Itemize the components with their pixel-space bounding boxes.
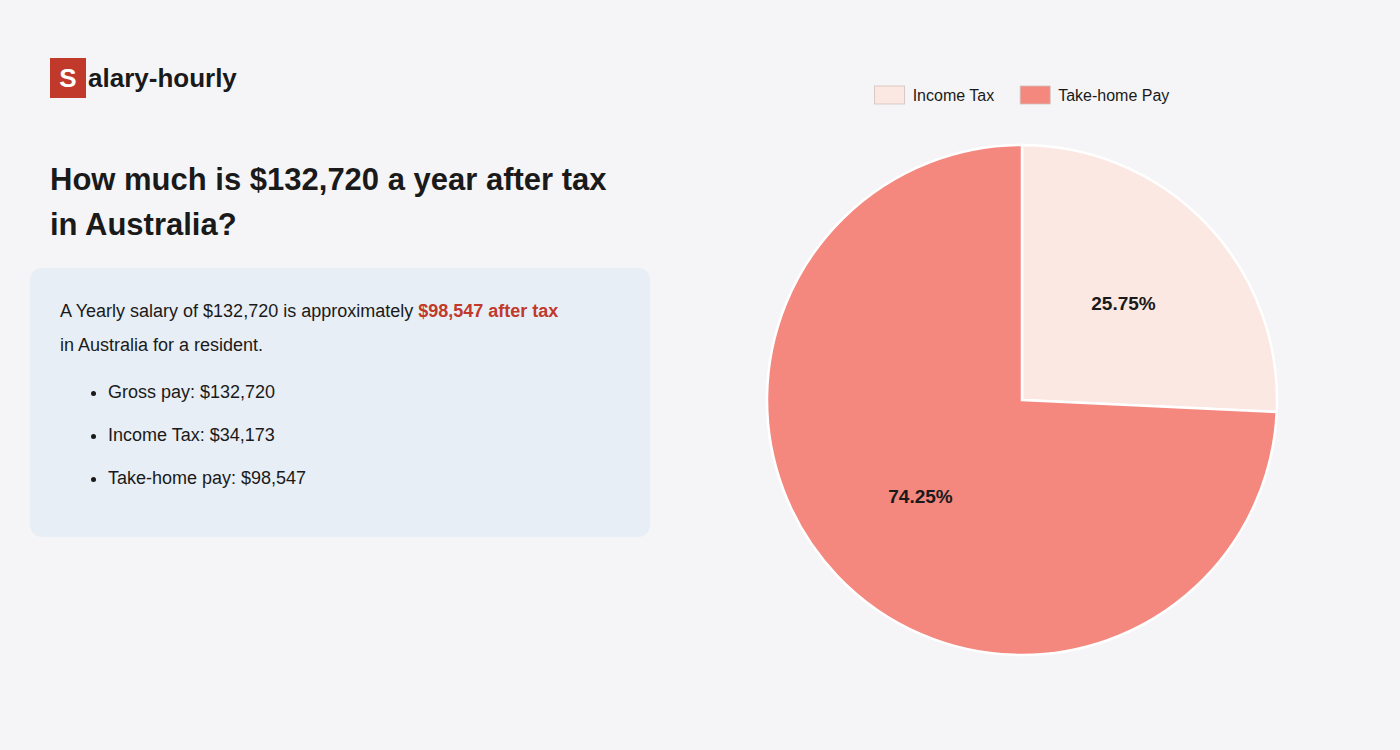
legend-swatch — [875, 86, 905, 104]
logo: Salary-hourly — [50, 58, 237, 98]
info-highlight: $98,547 after tax — [418, 301, 558, 321]
bullet-text: Gross pay: $132,720 — [108, 382, 275, 402]
chart-panel: 25.75% 74.25% Income Tax Take-home Pay — [690, 0, 1400, 750]
logo-box: S — [50, 58, 86, 98]
legend-item: Take-home Pay — [1020, 86, 1169, 104]
info-normal: in Australia for a resident. — [60, 328, 620, 362]
info-box: A Yearly salary of $132,720 is approxima… — [30, 268, 650, 537]
legend-label: Take-home Pay — [1058, 87, 1169, 104]
bullet-item: Income Tax: $34,173 — [108, 421, 620, 450]
logo-text: alary-hourly — [88, 63, 237, 94]
bullet-text: Income Tax: $34,173 — [108, 425, 275, 445]
data-label: 25.75% — [1091, 293, 1156, 314]
bullet-list: Gross pay: $132,720 Income Tax: $34,173 Ta… — [60, 378, 620, 492]
pie-slice — [1022, 145, 1277, 412]
slices — [767, 145, 1277, 655]
info-normal: A Yearly salary of $132,720 is approxima… — [60, 301, 418, 321]
title: How much is $132,720 a year after tax in… — [50, 158, 640, 248]
pie-chart: 25.75% 74.25% Income Tax Take-home Pay — [690, 0, 1400, 750]
legend-label: Income Tax — [913, 87, 995, 104]
pie-slice — [767, 145, 1277, 655]
legend: Income Tax Take-home Pay — [875, 86, 1170, 104]
bullet-item: Take-home pay: $98,547 — [108, 464, 620, 493]
bullet-text: Take-home pay: $98,547 — [108, 468, 306, 488]
info-text: A Yearly salary of $132,720 is approxima… — [60, 294, 620, 328]
data-labels: 25.75% 74.25% — [888, 293, 1156, 508]
data-label: 74.25% — [888, 486, 953, 507]
bullet-item: Gross pay: $132,720 — [108, 378, 620, 407]
text-panel: Salary-hourly How much is $132,720 a year… — [0, 0, 672, 750]
legend-item: Income Tax — [875, 86, 995, 104]
legend-swatch — [1020, 86, 1050, 104]
